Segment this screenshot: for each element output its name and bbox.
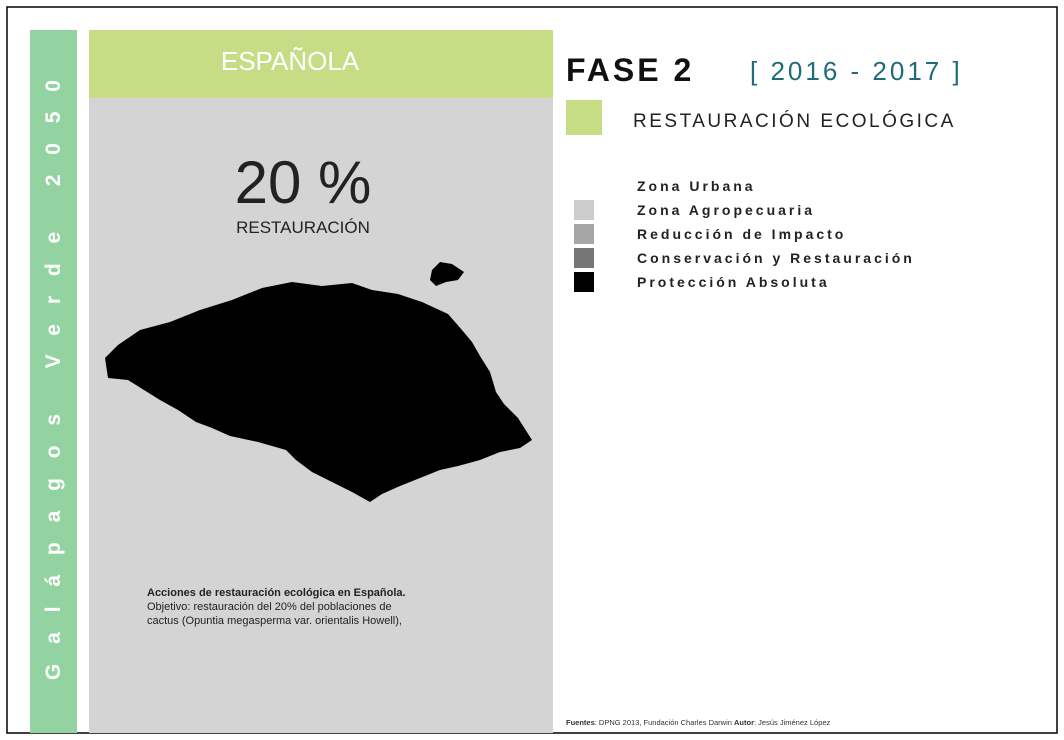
island-map [105, 262, 532, 502]
legend-swatch [574, 248, 594, 268]
legend: Zona Urbana Zona Agropecuaria Reducción de… [574, 176, 915, 292]
legend-label: Protección Absoluta [637, 274, 830, 290]
theme-swatch [566, 100, 602, 135]
legend-label: Reducción de Impacto [637, 226, 846, 242]
caption-heading: Acciones de restauración ecológica en Es… [147, 587, 406, 599]
stat: 20 % [235, 149, 372, 216]
legend-label: Zona Agropecuaria [637, 202, 815, 218]
side-band [30, 30, 77, 733]
phase-title: FASE 2 [566, 52, 694, 88]
islet [430, 262, 464, 286]
caption: Acciones de restauración ecológica en Es… [147, 587, 409, 627]
footer-label: Autor [734, 718, 754, 727]
footer-text: : DPNG 2013, Fundación Charles Darwin [595, 718, 734, 727]
island-name: ESPAÑOLA [221, 46, 360, 76]
phase-years: [ 2016 - 2017 ] [750, 56, 963, 86]
island-header [89, 30, 553, 98]
legend-swatch [574, 176, 594, 196]
legend-swatch [574, 272, 594, 292]
phase-theme: RESTAURACIÓN ECOLÓGICA [633, 110, 956, 132]
caption-line: cactus (Opuntia megasperma var. oriental… [147, 615, 402, 627]
legend-label: Conservación y Restauración [637, 250, 915, 266]
footer: Fuentes: DPNG 2013, Fundación Charles Da… [566, 718, 831, 727]
caption-line: Objetivo: restauración del 20% del pobla… [147, 601, 392, 613]
island-shape [105, 282, 532, 502]
stat-label: RESTAURACIÓN [236, 218, 370, 237]
legend-label: Zona Urbana [637, 178, 756, 194]
legend-swatch [574, 200, 594, 220]
legend-swatch [574, 224, 594, 244]
footer-text: : Jesús Jiménez López [754, 718, 831, 727]
footer-label: Fuentes [566, 718, 595, 727]
